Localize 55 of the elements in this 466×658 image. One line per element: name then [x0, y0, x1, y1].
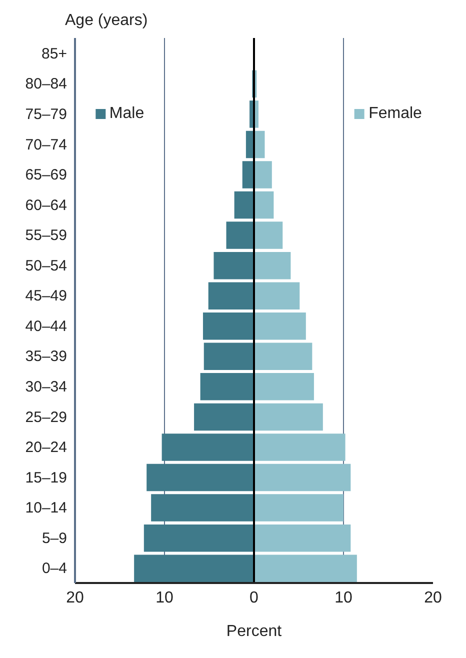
bar — [254, 252, 291, 280]
y-axis-title: Age (years) — [65, 12, 148, 30]
bar — [144, 524, 254, 552]
bar — [254, 191, 274, 219]
y-tick-label: 25–29 — [25, 408, 67, 426]
bar — [204, 342, 254, 370]
y-tick-label: 15–19 — [25, 469, 67, 486]
x-tick-label: 10 — [156, 589, 174, 606]
bar — [242, 161, 254, 188]
x-tick-label: 20 — [66, 589, 84, 606]
bar — [254, 434, 346, 461]
x-axis-title: Percent — [226, 623, 282, 640]
bar — [254, 222, 283, 249]
bar — [254, 554, 357, 582]
y-tick-label: 60–64 — [25, 196, 67, 214]
bar — [162, 434, 254, 461]
y-tick-label: 85+ — [42, 45, 68, 62]
y-tick-label: 65–69 — [25, 166, 67, 184]
y-tick-label: 10–14 — [25, 500, 67, 517]
y-tick-label: 35–39 — [25, 348, 67, 366]
bar — [254, 161, 272, 188]
bar — [254, 342, 312, 370]
y-tick-label: 40–44 — [25, 318, 67, 335]
y-tick-label: 45–49 — [25, 288, 67, 305]
bar — [202, 312, 254, 340]
y-tick-label: 70–74 — [25, 136, 67, 154]
bar — [254, 282, 300, 310]
bar — [214, 252, 254, 280]
bar — [254, 312, 306, 340]
legend-label: Female — [368, 104, 422, 123]
y-tick-label: 5–9 — [42, 530, 67, 547]
bar — [200, 373, 254, 400]
y-tick-label: 0–4 — [42, 560, 67, 578]
bar — [234, 191, 254, 219]
bar — [194, 403, 254, 431]
bar — [254, 464, 351, 492]
x-tick-label: 0 — [250, 589, 259, 606]
bar — [146, 464, 254, 492]
x-tick-label: 20 — [424, 589, 442, 606]
y-tick-label: 20–24 — [25, 439, 67, 456]
y-tick-label: 50–54 — [25, 257, 67, 274]
y-tick-label: 75–79 — [25, 106, 67, 124]
legend-label: Male — [109, 104, 144, 123]
bar — [226, 222, 254, 249]
bar — [254, 494, 344, 522]
bar — [208, 282, 254, 310]
bar — [254, 524, 351, 552]
y-tick-label: 55–59 — [25, 227, 67, 244]
x-tick-label: 10 — [334, 589, 352, 606]
y-tick-label: 30–34 — [25, 378, 67, 396]
bar — [254, 403, 323, 431]
y-tick-label: 80–84 — [25, 76, 67, 93]
bar — [254, 373, 314, 400]
bar — [151, 494, 254, 522]
bar — [134, 554, 254, 582]
